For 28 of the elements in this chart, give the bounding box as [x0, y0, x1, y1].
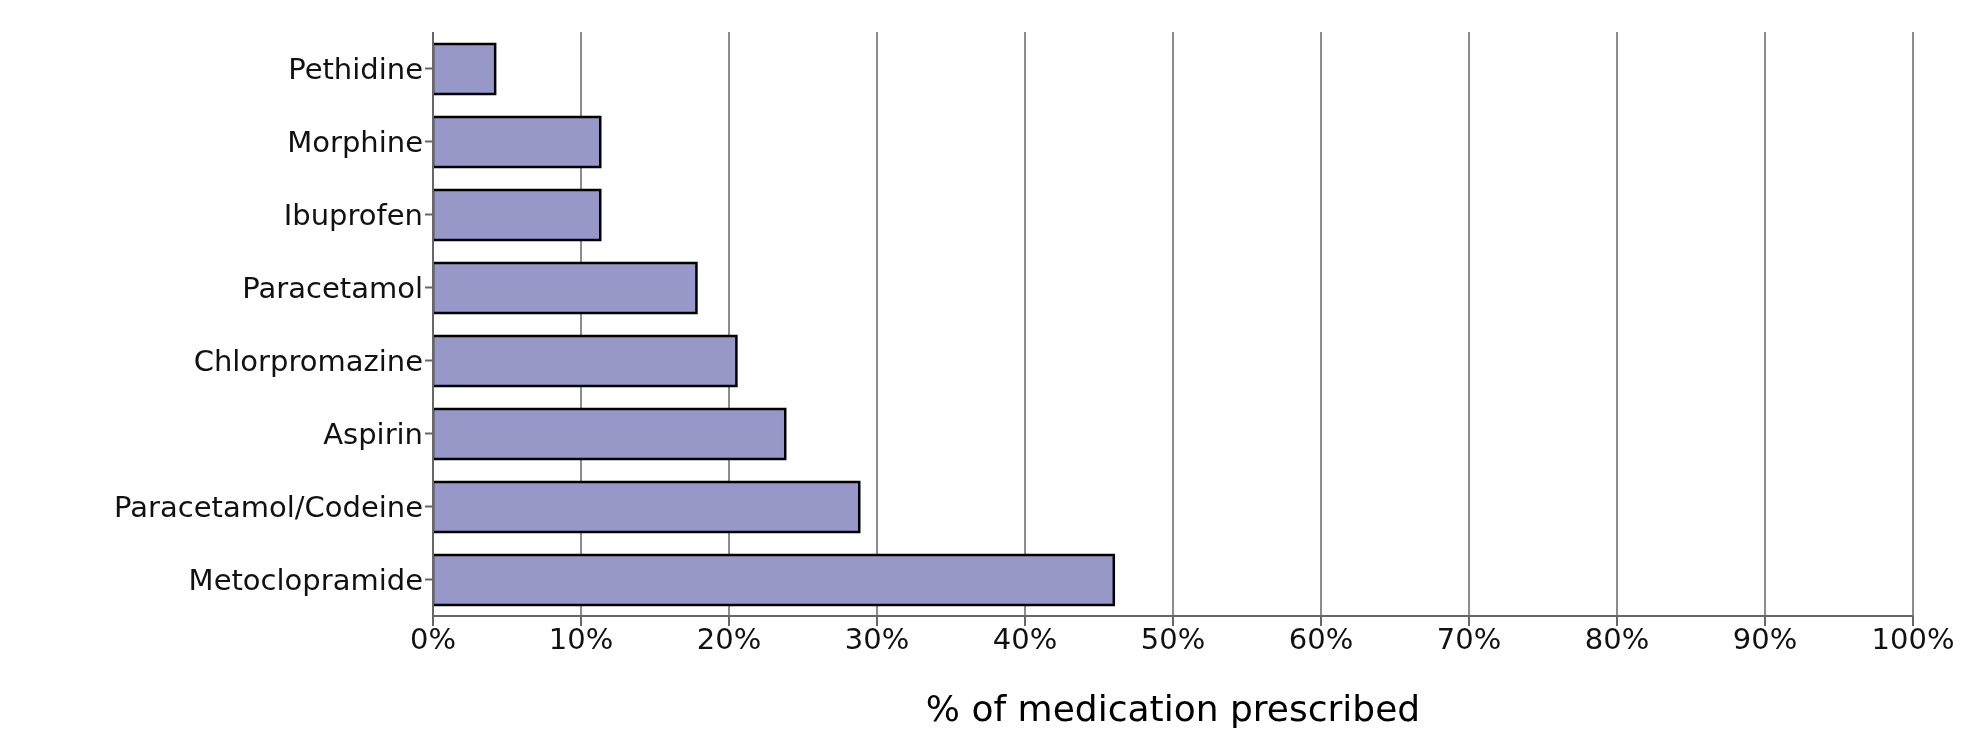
x-axis-title: % of medication prescribed	[925, 688, 1421, 729]
bar	[433, 553, 1116, 607]
y-tick-label: Metoclopramide	[188, 562, 423, 597]
y-tick-label: Chlorpromazine	[193, 343, 423, 378]
x-tick-label: 100%	[1871, 621, 1955, 656]
x-tick-label: 30%	[844, 621, 910, 656]
x-tick-label: 90%	[1732, 621, 1798, 656]
y-tick-label: Paracetamol/Codeine	[114, 489, 423, 524]
y-tick-label: Paracetamol	[242, 270, 423, 305]
bar	[433, 188, 602, 242]
x-tick-label: 60%	[1288, 621, 1354, 656]
bar	[433, 261, 698, 315]
bar	[433, 480, 861, 534]
y-tick-label: Morphine	[287, 124, 423, 159]
y-tick-label: Ibuprofen	[283, 197, 423, 232]
x-tick-label: 20%	[696, 621, 762, 656]
bar	[433, 42, 497, 96]
x-tick-label: 70%	[1436, 621, 1502, 656]
x-tick-label: 0%	[409, 621, 457, 656]
x-tick-label: 80%	[1584, 621, 1650, 656]
y-tick-label: Pethidine	[288, 51, 423, 86]
x-tick-label: 50%	[1140, 621, 1206, 656]
y-tick-label: Aspirin	[323, 416, 423, 451]
bar	[433, 115, 602, 169]
x-tick-label: 40%	[992, 621, 1058, 656]
bar	[433, 407, 787, 461]
bar	[433, 334, 738, 388]
x-tick-label: 10%	[548, 621, 614, 656]
